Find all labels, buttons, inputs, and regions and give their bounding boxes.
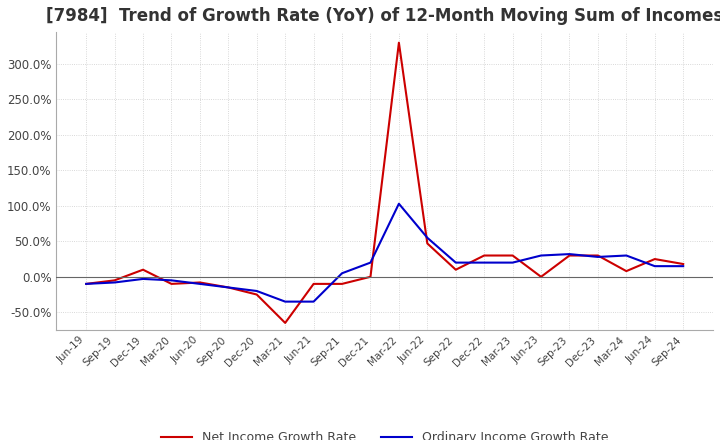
Net Income Growth Rate — [565, 253, 574, 258]
Ordinary Income Growth Rate — [423, 235, 432, 240]
Net Income Growth Rate — [82, 281, 91, 286]
Net Income Growth Rate — [139, 267, 148, 272]
Ordinary Income Growth Rate — [196, 281, 204, 286]
Net Income Growth Rate — [480, 253, 488, 258]
Line: Net Income Growth Rate: Net Income Growth Rate — [86, 43, 683, 323]
Ordinary Income Growth Rate — [536, 253, 545, 258]
Ordinary Income Growth Rate — [139, 276, 148, 282]
Ordinary Income Growth Rate — [310, 299, 318, 304]
Net Income Growth Rate — [679, 261, 688, 267]
Net Income Growth Rate — [196, 280, 204, 285]
Ordinary Income Growth Rate — [565, 251, 574, 257]
Net Income Growth Rate — [622, 268, 631, 274]
Ordinary Income Growth Rate — [110, 280, 119, 285]
Ordinary Income Growth Rate — [508, 260, 517, 265]
Title: [7984]  Trend of Growth Rate (YoY) of 12-Month Moving Sum of Incomes: [7984] Trend of Growth Rate (YoY) of 12-… — [46, 7, 720, 25]
Net Income Growth Rate — [281, 320, 289, 326]
Net Income Growth Rate — [536, 274, 545, 279]
Ordinary Income Growth Rate — [679, 264, 688, 269]
Legend: Net Income Growth Rate, Ordinary Income Growth Rate: Net Income Growth Rate, Ordinary Income … — [156, 426, 613, 440]
Net Income Growth Rate — [224, 285, 233, 290]
Net Income Growth Rate — [338, 281, 346, 286]
Net Income Growth Rate — [423, 241, 432, 246]
Net Income Growth Rate — [167, 281, 176, 286]
Net Income Growth Rate — [366, 274, 375, 279]
Net Income Growth Rate — [310, 281, 318, 286]
Ordinary Income Growth Rate — [480, 260, 488, 265]
Net Income Growth Rate — [508, 253, 517, 258]
Ordinary Income Growth Rate — [593, 254, 602, 260]
Net Income Growth Rate — [451, 267, 460, 272]
Ordinary Income Growth Rate — [366, 260, 375, 265]
Net Income Growth Rate — [253, 292, 261, 297]
Ordinary Income Growth Rate — [281, 299, 289, 304]
Ordinary Income Growth Rate — [167, 278, 176, 283]
Net Income Growth Rate — [593, 253, 602, 258]
Ordinary Income Growth Rate — [253, 288, 261, 293]
Ordinary Income Growth Rate — [395, 201, 403, 206]
Ordinary Income Growth Rate — [82, 281, 91, 286]
Ordinary Income Growth Rate — [338, 271, 346, 276]
Net Income Growth Rate — [110, 278, 119, 283]
Line: Ordinary Income Growth Rate: Ordinary Income Growth Rate — [86, 204, 683, 302]
Ordinary Income Growth Rate — [451, 260, 460, 265]
Net Income Growth Rate — [650, 257, 659, 262]
Ordinary Income Growth Rate — [622, 253, 631, 258]
Ordinary Income Growth Rate — [224, 285, 233, 290]
Ordinary Income Growth Rate — [650, 264, 659, 269]
Net Income Growth Rate — [395, 40, 403, 45]
